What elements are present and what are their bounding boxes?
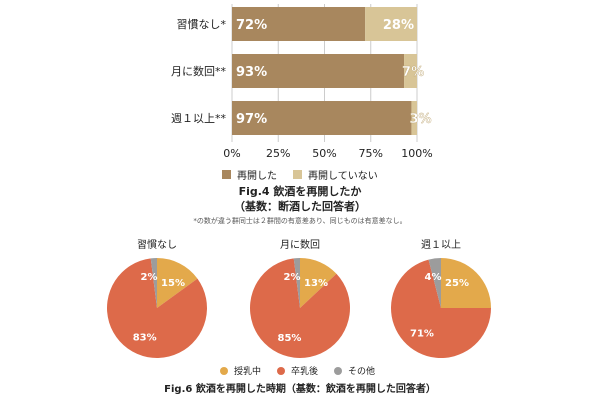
legend-dot-other	[334, 366, 343, 375]
pie-title: 月に数回	[280, 238, 320, 251]
pie-slice	[250, 258, 350, 358]
bar-data-label: 93%	[236, 65, 267, 80]
pie-data-label: 25%	[445, 278, 469, 289]
x-tick-label: 75%	[359, 147, 383, 160]
pie-data-label: 2%	[141, 272, 158, 283]
bar-segment	[411, 101, 417, 135]
fig4-caption-line1: Fig.4 飲酒を再開したか	[238, 185, 362, 198]
legend-label-other: その他	[348, 367, 376, 377]
pie-data-label: 4%	[425, 272, 442, 283]
legend-swatch-not-resumed	[293, 170, 302, 179]
x-tick-label: 0%	[223, 147, 240, 160]
pie-slice	[157, 258, 198, 308]
legend-dot-after-weaning	[277, 366, 286, 375]
pie-slice	[293, 258, 300, 308]
pie-data-label: 2%	[284, 272, 301, 283]
pie-slice	[150, 258, 157, 308]
pie-legend: 授乳中 卒乳後 その他	[220, 364, 375, 377]
legend-dot-breastfeeding	[220, 366, 228, 375]
legend-label-breastfeeding: 授乳中	[234, 367, 262, 377]
pie-data-label: 13%	[304, 278, 328, 289]
bar-segment	[232, 101, 412, 135]
x-tick-label: 25%	[266, 147, 290, 160]
pie-data-label: 71%	[410, 328, 434, 339]
bar-data-label: 97%	[236, 112, 267, 127]
bar-segment	[404, 54, 417, 88]
bar-data-label: 3%	[409, 112, 431, 127]
category-label: 月に数回**	[171, 65, 226, 78]
pie-slice	[107, 258, 207, 358]
legend-label-after-weaning: 卒乳後	[291, 367, 319, 377]
category-label: 週１以上**	[171, 112, 226, 125]
bar-data-label: 72%	[236, 18, 267, 33]
pie-slice	[441, 258, 491, 308]
legend-item-other: その他	[334, 364, 375, 377]
pie-slice	[300, 258, 337, 308]
bar-data-label: 28%	[383, 18, 414, 33]
legend-item-after-weaning: 卒乳後	[277, 364, 318, 377]
fig6-caption: Fig.6 飲酒を再開した時期（基数：飲酒を再開した回答者）	[164, 384, 436, 395]
pie-title: 習慣なし	[137, 238, 177, 251]
pie-chart-few-times-month: 月に数回 13% 85% 2%	[250, 238, 350, 358]
legend-item-not-resumed: 再開していない	[293, 167, 378, 182]
pie-title: 週１以上	[421, 239, 461, 251]
pie-data-label: 85%	[278, 333, 302, 344]
pie-slice	[391, 259, 491, 358]
bar-segment	[232, 54, 405, 88]
legend-label-resumed: 再開した	[237, 171, 277, 182]
legend-label-not-resumed: 再開していない	[308, 171, 378, 182]
legend-item-resumed: 再開した	[222, 167, 277, 182]
bar-segment	[365, 7, 417, 41]
significance-note: *の数が違う群同士は２群間の有意差あり、同じものは有意差なし。	[193, 217, 407, 225]
x-tick-label: 100%	[401, 147, 432, 160]
category-label: 習慣なし*	[177, 17, 227, 31]
x-tick-label: 50%	[312, 147, 336, 160]
pie-chart-no-habit: 習慣なし 15% 83% 2%	[107, 238, 207, 358]
stacked-bar-chart: 0% 25% 50% 75% 100% 習慣なし* 72% 28% 月に数回** 93% 7% 週１以…	[171, 4, 433, 160]
fig4-caption-line2: （基数：断酒した回答者）	[234, 200, 366, 213]
pie-chart-weekly-plus: 週１以上 25% 71% 4%	[391, 239, 491, 358]
legend-swatch-resumed	[222, 170, 231, 179]
pie-slice	[428, 258, 441, 308]
pie-data-label: 15%	[161, 278, 185, 289]
legend-item-breastfeeding: 授乳中	[220, 364, 261, 377]
bar-legend: 再開した 再開していない	[222, 167, 378, 182]
pie-data-label: 83%	[133, 332, 157, 343]
bar-data-label: 7%	[402, 65, 424, 80]
bar-segment	[232, 7, 366, 41]
